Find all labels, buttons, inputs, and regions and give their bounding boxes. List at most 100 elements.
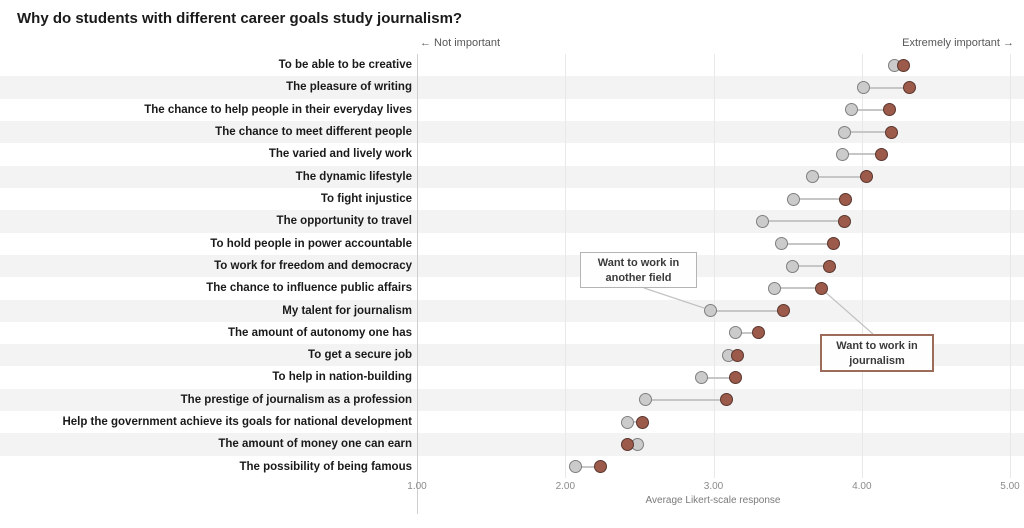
y-axis-line [417,54,418,514]
x-axis-tick: 1.00 [407,481,427,492]
dot-journalism[interactable] [621,438,634,451]
dot-journalism[interactable] [827,237,841,251]
category-label: My talent for journalism [282,304,412,317]
dot-journalism[interactable] [720,393,734,407]
annotation-journalism: Want to work in journalism [820,334,934,372]
dot-journalism[interactable] [815,281,829,295]
dot-journalism[interactable] [902,81,916,94]
row-band [0,76,1024,99]
row-band [0,277,1024,300]
dot-journalism[interactable] [874,147,888,161]
dumbbell-connector [781,242,834,245]
dot-another-field[interactable] [638,393,652,407]
x-axis-title: Average Likert-scale response [645,495,781,506]
category-label: The opportunity to travel [276,215,412,228]
annotation-another-field-line2: another field [605,272,672,284]
dot-journalism[interactable] [635,415,649,429]
dot-another-field[interactable] [836,147,849,161]
dumbbell-connector [575,465,601,468]
category-label: To work for freedom and democracy [214,259,412,272]
category-label: The pleasure of writing [286,81,412,94]
annotation-another-field-line1: Want to work in [597,257,680,269]
category-label: The dynamic lifestyle [295,170,412,183]
dot-journalism[interactable] [822,259,836,273]
dot-another-field[interactable] [755,214,769,228]
category-label: The chance to help people in their every… [144,103,412,116]
row-band [0,344,1024,367]
dot-journalism[interactable] [594,460,608,474]
x-axis-tick: 2.00 [555,481,576,492]
dumbbell-connector [627,421,643,424]
row-band [0,54,1024,77]
row-band [0,210,1024,233]
dot-another-field[interactable] [621,415,634,429]
category-label: Help the government achieve its goals fo… [62,416,412,429]
dot-journalism[interactable] [884,125,898,139]
x-axis-tick: 3.00 [703,481,724,492]
dumbbell-connector [792,265,830,267]
category-label: The amount of money one can earn [218,438,412,451]
dot-another-field[interactable] [787,192,801,206]
category-label: To help in nation-building [272,371,412,384]
row-band [0,411,1024,434]
category-label: The prestige of journalism as a professi… [180,393,412,406]
dot-another-field[interactable] [695,371,709,385]
dot-another-field[interactable] [704,304,717,318]
dot-journalism[interactable] [838,192,852,206]
row-band [0,143,1024,166]
dot-journalism[interactable] [776,304,790,318]
dumbbell-connector [762,220,844,223]
dumbbell-connector [812,175,867,178]
gridline [713,54,715,478]
dot-journalism[interactable] [837,214,851,228]
dot-another-field[interactable] [785,259,799,273]
annotation-another-field: Want to work in another field [580,252,697,288]
row-band [0,366,1024,389]
dot-journalism[interactable] [751,326,765,340]
dot-another-field[interactable] [767,281,781,295]
dumbbell-connector [793,198,846,201]
row-band [0,388,1024,411]
dot-journalism[interactable] [883,103,897,117]
row-band [0,299,1024,322]
dot-another-field[interactable] [729,326,743,340]
dot-another-field[interactable] [569,460,583,474]
category-label: To fight injustice [320,192,412,205]
dot-another-field[interactable] [775,237,789,251]
gridline [565,54,567,478]
dot-journalism[interactable] [859,170,873,184]
chart-title: Why do students with different career go… [17,10,463,27]
dot-journalism[interactable] [730,348,744,362]
row-band [0,187,1024,211]
dot-another-field[interactable] [806,170,820,184]
category-label: The amount of autonomy one has [227,326,412,339]
row-band [0,232,1024,255]
dot-another-field[interactable] [844,103,858,117]
dumbbell-connector [645,398,727,401]
category-label: To hold people in power accountable [210,237,412,250]
annotation-journalism-line2: journalism [849,355,905,367]
dumbbell-connector [710,309,784,312]
row-band [0,455,1024,478]
dot-journalism[interactable] [729,371,743,385]
dumbbell-connector [701,376,736,379]
gridline [1010,54,1011,478]
dot-another-field[interactable] [837,125,851,139]
dumbbell-connector [844,131,892,134]
row-band [0,165,1024,188]
annotation-journalism-line1: Want to work in [836,340,918,352]
category-label: To be able to be creative [278,59,412,71]
category-label: The chance to meet different people [215,125,412,138]
axis-hint-not-important: ← Not important [420,37,501,49]
row-band [0,98,1024,121]
gridline [861,54,863,478]
x-axis-tick: 5.00 [1000,481,1020,492]
dumbbell-connector [851,108,890,111]
dumbbell-connector [774,287,822,290]
dumbbell-connector [863,86,910,89]
dot-journalism[interactable] [896,58,910,72]
category-label: The possibility of being famous [239,460,412,473]
row-band [0,254,1024,278]
dot-another-field[interactable] [856,81,870,94]
